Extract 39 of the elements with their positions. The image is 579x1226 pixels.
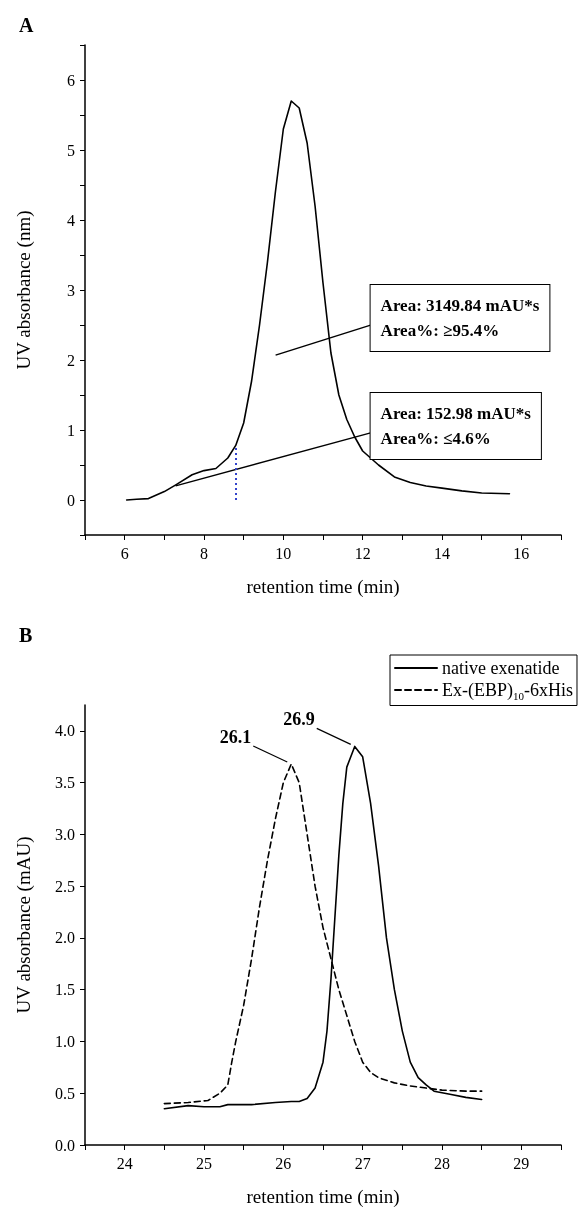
x-tick-label: 28 (434, 1154, 450, 1172)
y-tick-label: 6 (67, 71, 75, 89)
y-tick-label: 1.5 (55, 981, 75, 999)
x-tick-label: 29 (513, 1154, 530, 1172)
y-tick-label: 2.0 (55, 929, 75, 947)
x-tick-label: 8 (200, 544, 208, 562)
y-tick-label: 1 (67, 421, 75, 439)
annotation: 26.1 (219, 727, 252, 748)
y-tick-label: 4.0 (55, 722, 75, 740)
x-tick-label: 27 (354, 1154, 371, 1172)
x-tick-label: 6 (120, 544, 129, 562)
y-tick-label: 4 (67, 211, 75, 229)
x-axis-title: retention time (min) (246, 1186, 400, 1208)
annotation: Area: 3149.84 mAU*s Area%: ≥95.4% (380, 296, 540, 341)
annotation: 26.9 (283, 709, 315, 730)
y-axis-title: UV absorbance (mAU) (13, 836, 35, 1014)
x-tick-label: 12 (354, 544, 371, 562)
y-tick-label: 1.0 (55, 1032, 75, 1050)
y-axis-title: UV absorbance (nm) (13, 210, 35, 370)
y-tick-label: 0.0 (55, 1136, 75, 1154)
legend-label: native exenatide (442, 658, 560, 678)
x-tick-label: 26 (275, 1154, 292, 1172)
y-tick-label: 3 (67, 281, 75, 299)
y-tick-label: 3.0 (55, 825, 75, 843)
y-tick-label: 2 (67, 351, 75, 369)
y-tick-label: 5 (67, 141, 75, 159)
y-tick-label: 2.5 (55, 877, 75, 895)
x-tick-label: 24 (116, 1154, 133, 1172)
x-tick-label: 14 (434, 544, 450, 562)
chart-title: B (19, 624, 33, 646)
x-tick-label: 10 (275, 544, 292, 562)
y-tick-label: 3.5 (55, 774, 75, 792)
y-tick-label: 0 (67, 491, 75, 509)
annotation: Area: 152.98 mAU*s Area%: ≤4.6% (380, 403, 532, 448)
x-tick-label: 25 (196, 1154, 212, 1172)
y-tick-label: 0.5 (55, 1084, 75, 1102)
x-tick-label: 16 (513, 544, 530, 562)
x-axis-title: retention time (min) (246, 576, 400, 598)
chart-title: A (19, 14, 34, 36)
